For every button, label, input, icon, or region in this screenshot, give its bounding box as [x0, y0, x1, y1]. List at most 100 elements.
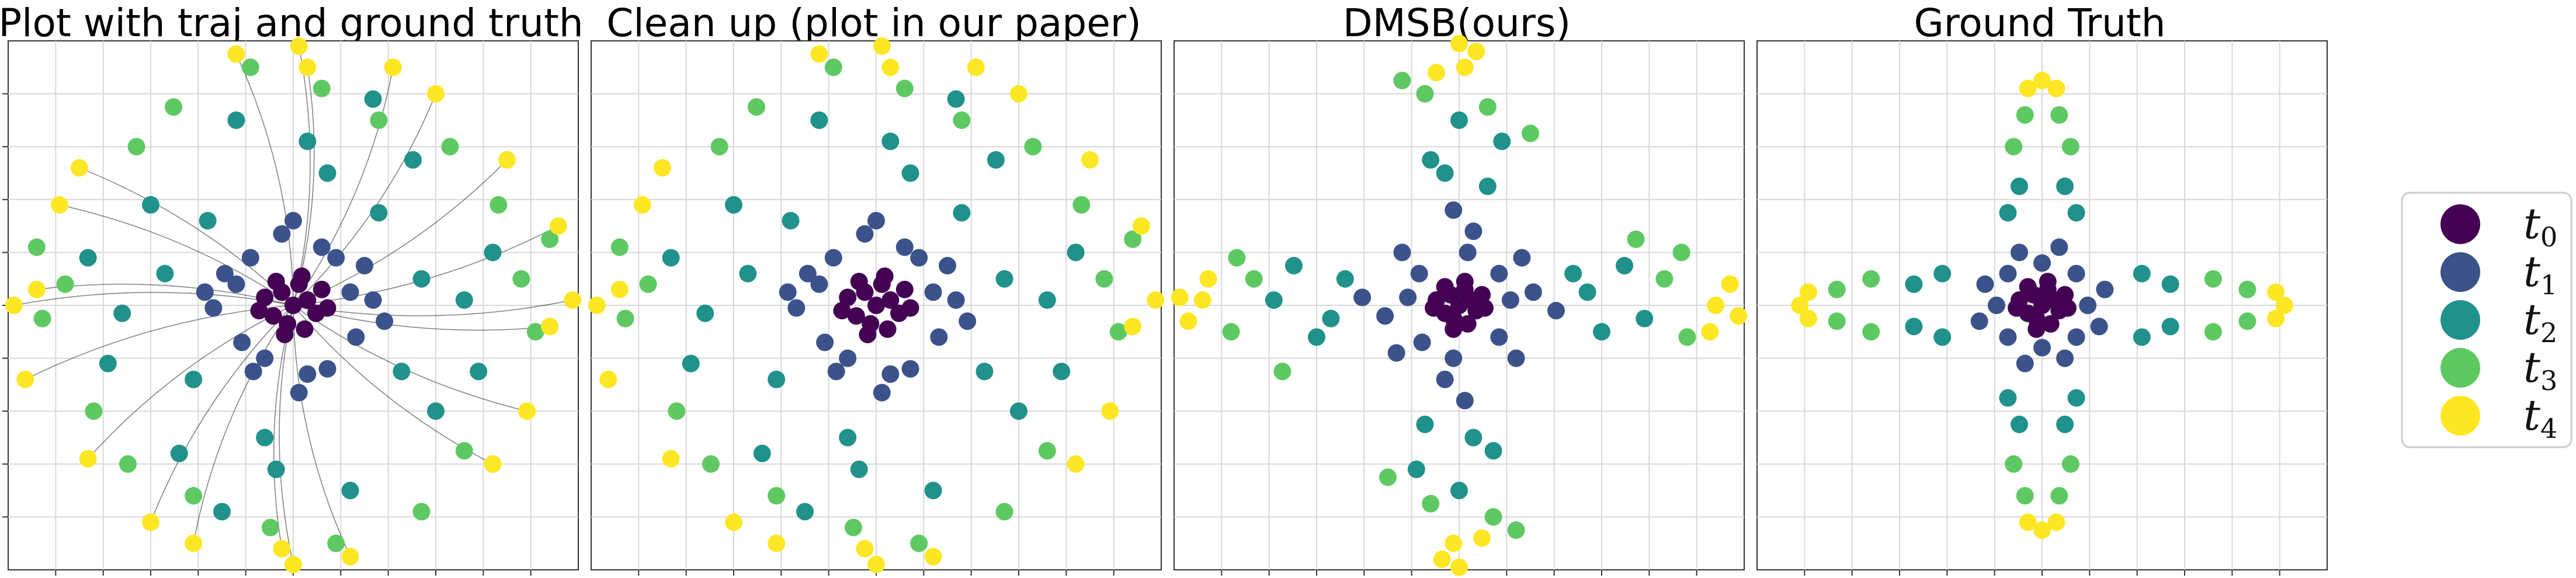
point-t0	[267, 273, 285, 291]
legend-marker-t4	[2440, 396, 2480, 436]
point-t1	[947, 291, 965, 309]
point-t4	[1427, 64, 1445, 82]
point-t2	[2161, 275, 2179, 293]
point-t1	[2056, 349, 2074, 367]
point-t2	[810, 111, 828, 129]
point-t4	[1081, 151, 1099, 169]
point-t1	[1999, 328, 2017, 346]
scatter-points	[1171, 34, 1748, 576]
point-t4	[1433, 550, 1451, 568]
point-t2	[484, 243, 502, 262]
point-t3	[2016, 106, 2034, 124]
point-t3	[119, 455, 137, 473]
point-t2	[725, 196, 742, 214]
point-t1	[1376, 307, 1394, 325]
point-t3	[668, 402, 686, 420]
point-t4	[1193, 291, 1211, 309]
point-t4	[27, 280, 46, 298]
point-t2	[298, 133, 317, 151]
point-t2	[470, 363, 488, 381]
point-t3	[844, 518, 862, 537]
point-t1	[1459, 243, 1477, 262]
point-t1	[2096, 280, 2114, 298]
point-t4	[967, 58, 985, 76]
point-t4	[810, 45, 828, 63]
point-t4	[1721, 275, 1739, 293]
point-t3	[1862, 270, 1880, 288]
point-t4	[549, 217, 567, 235]
point-t1	[1490, 264, 1508, 283]
point-t4	[16, 370, 34, 388]
point-t1	[273, 225, 291, 243]
point-t4	[1799, 309, 1817, 328]
point-t0	[318, 299, 336, 317]
point-t2	[427, 402, 445, 420]
point-t2	[1593, 323, 1610, 341]
point-t0	[850, 273, 868, 291]
point-t0	[313, 280, 331, 298]
point-t2	[1436, 164, 1454, 182]
point-t1	[1547, 302, 1565, 320]
point-t4	[768, 534, 786, 552]
point-t4	[50, 196, 68, 214]
point-t4	[867, 555, 885, 573]
point-t2	[1067, 243, 1085, 262]
point-t3	[1672, 243, 1690, 262]
trajectory-line	[150, 305, 294, 523]
point-t1	[1987, 297, 2005, 314]
point-t0	[839, 288, 857, 307]
legend-label-t1: t1	[2523, 247, 2557, 301]
point-t3	[1379, 468, 1397, 486]
point-t2	[1308, 328, 1325, 346]
point-t2	[987, 151, 1005, 169]
trajectory-line	[13, 292, 294, 306]
point-t1	[895, 238, 914, 256]
point-t2	[2067, 204, 2085, 222]
point-t0	[833, 302, 851, 320]
point-t2	[796, 503, 814, 521]
point-t2	[1265, 291, 1283, 309]
point-t4	[2047, 513, 2065, 531]
point-t1	[930, 328, 948, 346]
point-t3	[441, 138, 459, 156]
point-t2	[2133, 328, 2151, 346]
point-t3	[1655, 270, 1674, 288]
point-t3	[910, 534, 928, 552]
point-t2	[753, 444, 771, 462]
point-t3	[768, 487, 786, 505]
point-t2	[393, 363, 411, 381]
point-t3	[2016, 487, 2034, 505]
point-t4	[1132, 217, 1150, 235]
point-t2	[1564, 264, 1582, 283]
panel-plot-with-traj: Plot with traj and ground truth	[0, 1, 584, 576]
point-t4	[654, 159, 671, 177]
point-t3	[895, 79, 914, 98]
point-t1	[1513, 249, 1531, 267]
panel-clean-up: Clean up (plot in our paper)	[588, 1, 1165, 576]
point-t1	[867, 212, 885, 230]
point-t4	[633, 196, 651, 214]
point-t1	[839, 349, 857, 367]
point-t1	[1445, 201, 1463, 219]
point-t2	[256, 429, 274, 447]
point-t3	[526, 323, 544, 341]
point-t3	[1522, 124, 1539, 142]
point-t4	[725, 513, 742, 531]
point-t1	[2090, 318, 2108, 336]
point-t2	[2010, 415, 2028, 433]
point-t0	[1476, 299, 1494, 317]
point-t4	[588, 297, 606, 314]
point-t4	[610, 280, 629, 298]
point-t0	[1456, 273, 1474, 291]
point-t2	[370, 204, 388, 222]
point-t2	[1493, 133, 1511, 151]
point-t3	[1222, 323, 1240, 341]
point-t0	[293, 267, 311, 285]
point-t4	[541, 318, 559, 336]
point-t4	[1456, 58, 1474, 76]
point-t1	[1501, 291, 1519, 309]
point-t2	[1484, 442, 1502, 460]
point-t1	[290, 384, 308, 402]
point-t1	[196, 283, 214, 301]
